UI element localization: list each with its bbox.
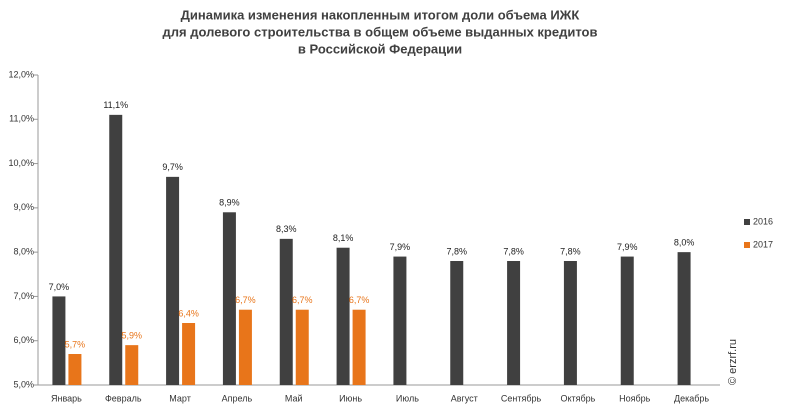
bar xyxy=(182,323,196,385)
data-label: 8,1% xyxy=(333,233,354,243)
data-label: 8,9% xyxy=(219,198,240,208)
data-label: 7,9% xyxy=(390,242,411,252)
legend-label: 2017 xyxy=(753,239,773,249)
bar xyxy=(352,309,366,385)
y-tick-label: 5,0% xyxy=(13,379,34,389)
data-label: 8,0% xyxy=(674,238,695,248)
watermark: © erzrf.ru xyxy=(727,339,739,385)
bar xyxy=(393,256,407,385)
chart-title: Динамика изменения накопленным итогом до… xyxy=(181,7,580,22)
y-tick-label: 10,0% xyxy=(8,158,34,168)
data-label: 11,1% xyxy=(103,100,128,110)
data-label: 6,7% xyxy=(349,295,370,305)
bar xyxy=(450,261,464,385)
y-tick-label: 7,0% xyxy=(13,291,34,301)
data-label: 7,8% xyxy=(503,246,524,256)
x-tick-label: Сентябрь xyxy=(501,393,542,403)
x-tick-label: Февраль xyxy=(105,393,142,403)
data-label: 9,7% xyxy=(162,162,183,172)
data-label: 6,7% xyxy=(292,295,313,305)
data-label: 7,8% xyxy=(446,246,467,256)
legend-label: 2016 xyxy=(753,216,773,226)
chart-title: для долевого строительства в общем объем… xyxy=(163,24,598,39)
data-label: 6,7% xyxy=(235,295,256,305)
bar xyxy=(295,309,309,385)
y-tick-label: 11,0% xyxy=(9,114,34,124)
y-tick-label: 9,0% xyxy=(13,202,34,212)
bar xyxy=(222,212,236,385)
bar xyxy=(336,247,350,385)
data-label: 7,9% xyxy=(617,242,638,252)
bar xyxy=(109,114,123,385)
x-tick-label: Август xyxy=(451,393,478,403)
x-tick-label: Март xyxy=(169,393,191,403)
data-label: 6,4% xyxy=(178,308,199,318)
bar xyxy=(620,256,634,385)
x-tick-label: Апрель xyxy=(222,393,253,403)
data-label: 5,9% xyxy=(121,331,142,341)
chart-title: в Российской Федерации xyxy=(298,41,462,56)
data-label: 5,7% xyxy=(65,339,86,349)
legend-swatch xyxy=(744,219,750,225)
x-tick-label: Июль xyxy=(396,393,419,403)
x-tick-label: Май xyxy=(285,393,303,403)
bar xyxy=(52,296,66,385)
data-label: 8,3% xyxy=(276,224,297,234)
y-tick-label: 8,0% xyxy=(13,247,34,257)
bar xyxy=(238,309,252,385)
x-tick-label: Ноябрь xyxy=(619,393,651,403)
bar xyxy=(677,252,691,385)
data-label: 7,0% xyxy=(49,282,70,292)
y-tick-label: 6,0% xyxy=(13,335,34,345)
bar xyxy=(166,176,180,385)
bar xyxy=(563,261,577,385)
x-tick-label: Январь xyxy=(51,393,82,403)
bar xyxy=(125,345,139,385)
bar xyxy=(507,261,521,385)
legend-swatch xyxy=(744,242,750,248)
bar xyxy=(68,354,82,385)
x-tick-label: Декабрь xyxy=(674,393,709,403)
y-tick-label: 12,0% xyxy=(8,69,34,79)
x-tick-label: Июнь xyxy=(339,393,362,403)
x-tick-label: Октябрь xyxy=(560,393,595,403)
bar xyxy=(279,238,293,385)
data-label: 7,8% xyxy=(560,246,581,256)
